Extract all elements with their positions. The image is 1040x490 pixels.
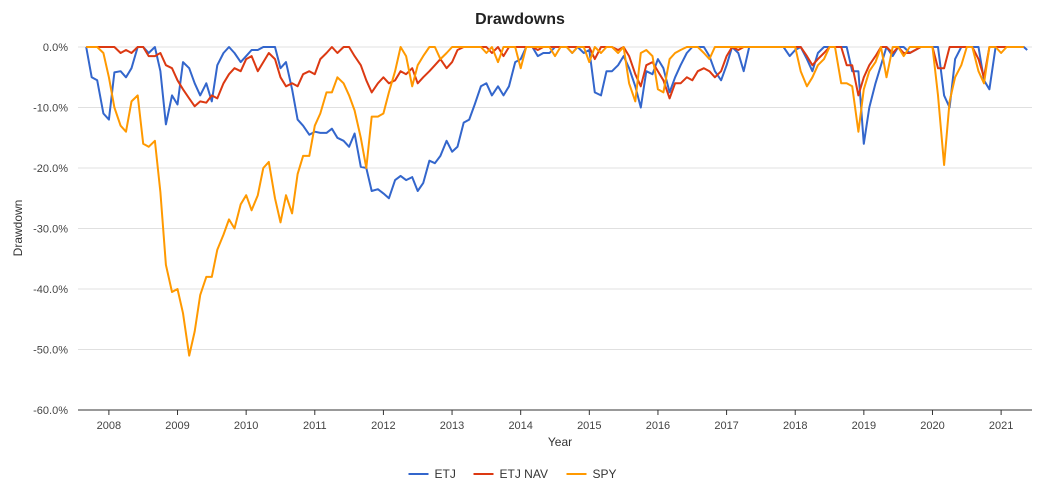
x-tick-label: 2014 (508, 420, 532, 432)
x-tick-label: 2008 (97, 420, 121, 432)
y-tick-label: -20.0% (33, 163, 68, 175)
chart-title: Drawdowns (475, 11, 565, 28)
x-tick-label: 2010 (234, 420, 258, 432)
series-line-spy (86, 46, 1024, 357)
y-axis-label: Drawdown (11, 200, 25, 257)
x-tick-label: 2016 (646, 420, 670, 432)
x-axis-ticks: 2008 2009 2010 2011 2012 2013 2014 2015 2016 2017… (97, 410, 1013, 432)
y-tick-label: 0.0% (43, 42, 68, 54)
x-tick-label: 2020 (920, 420, 944, 432)
series-line-etj-nav (86, 46, 1024, 108)
legend-label-etj-nav: ETJ NAV (500, 467, 548, 481)
x-tick-label: 2013 (440, 420, 464, 432)
y-tick-label: -40.0% (33, 284, 68, 296)
legend: ETJ ETJ NAV SPY (408, 467, 617, 481)
gridlines (78, 46, 1032, 411)
x-tick-label: 2015 (577, 420, 601, 432)
x-tick-label: 2012 (371, 420, 395, 432)
legend-label-etj: ETJ (435, 467, 456, 481)
y-tick-label: -30.0% (33, 224, 68, 236)
x-tick-label: 2019 (852, 420, 876, 432)
y-axis-ticks: 0.0% -10.0% -20.0% -30.0% -40.0% -50.0% -60.0% (33, 42, 68, 417)
x-tick-label: 2018 (783, 420, 807, 432)
y-tick-label: -60.0% (33, 405, 68, 417)
x-tick-label: 2017 (714, 420, 738, 432)
x-tick-label: 2009 (165, 420, 189, 432)
x-axis-label: Year (548, 435, 572, 449)
y-tick-label: -50.0% (33, 345, 68, 357)
x-tick-label: 2011 (303, 420, 327, 432)
legend-label-spy: SPY (593, 467, 617, 481)
x-tick-label: 2021 (989, 420, 1013, 432)
y-tick-label: -10.0% (33, 103, 68, 115)
series-lines (85, 46, 1028, 357)
